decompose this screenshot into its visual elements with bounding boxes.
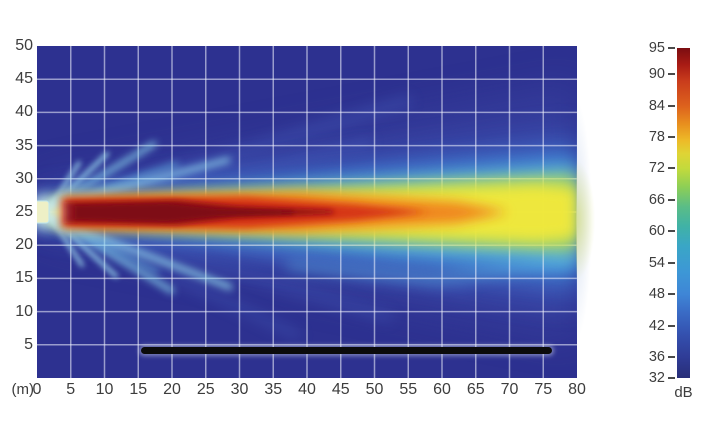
x-axis-tick-label: 25 — [196, 381, 215, 398]
colorbar-unit-label: dB — [674, 384, 693, 401]
x-axis-tick-label: 15 — [129, 381, 148, 398]
colorbar-tick-mark — [668, 261, 675, 264]
y-axis-tick-label: 5 — [24, 335, 33, 353]
beam-core — [75, 204, 293, 221]
beam-layers — [37, 141, 577, 294]
x-axis-tick-label: 65 — [466, 381, 485, 398]
x-axis-unit-label: (m) — [11, 381, 35, 398]
y-axis-tick-label: 30 — [15, 169, 33, 187]
colorbar-tick-mark — [668, 293, 675, 296]
colorbar-tick-mark — [668, 167, 675, 170]
colorbar-tick-label: 36 — [648, 349, 665, 366]
y-axis-tick-label: 20 — [15, 236, 33, 254]
colorbar-tick-label: 32 — [648, 370, 665, 386]
colorbar-tick-label: 66 — [648, 191, 665, 208]
colorbar-tick-label: 90 — [648, 66, 665, 83]
colorbar-tick-mark — [668, 230, 675, 233]
colorbar-gradient — [677, 48, 690, 378]
colorbar-tick-label: 42 — [648, 317, 665, 334]
colorbar-tick-label: 72 — [648, 160, 665, 177]
x-axis-tick-label: 50 — [365, 381, 384, 398]
x-axis-tick-label: 70 — [500, 381, 519, 398]
x-axis-tick-label: 10 — [95, 381, 114, 398]
colorbar-tick-mark — [668, 136, 675, 139]
x-axis-tick-label: 45 — [331, 381, 350, 398]
x-axis-tick-label: 80 — [568, 381, 586, 398]
colorbar-tick-mark — [668, 198, 675, 201]
x-axis-tick-label: 75 — [534, 381, 553, 398]
x-axis-tick-label: 30 — [230, 381, 249, 398]
colorbar-tick-label: 78 — [648, 129, 665, 146]
colorbar-tick-label: 84 — [648, 97, 665, 114]
y-axis-tick-label: 10 — [15, 302, 33, 320]
colorbar-tick-mark — [668, 377, 675, 379]
x-axis-tick-label: 60 — [433, 381, 451, 398]
audience-line-group — [139, 345, 554, 356]
colorbar-tick-mark — [668, 356, 675, 359]
colorbar-tick-label: 48 — [648, 286, 665, 303]
x-axis-tick-label: 0 — [32, 381, 42, 398]
plot-area — [37, 46, 577, 378]
colorbar-tick-mark — [668, 324, 675, 327]
y-axis-tick-label: 15 — [15, 269, 33, 287]
heatmap-canvas — [37, 46, 577, 378]
source-marker — [37, 200, 50, 224]
colorbar-tick-label: 95 — [648, 40, 665, 56]
y-axis-tick-label: 35 — [15, 136, 33, 154]
y-axis-tick-label: 50 — [15, 37, 33, 54]
colorbar-tick-label: 54 — [648, 254, 665, 271]
colorbar-tick-mark — [668, 73, 675, 76]
colorbar-tick-mark — [668, 104, 675, 107]
x-axis-tick-label: 35 — [264, 381, 283, 398]
x-axis-tick-label: 5 — [66, 381, 76, 398]
y-axis-tick-label: 25 — [15, 203, 33, 220]
y-axis-tick-label: 40 — [15, 103, 33, 121]
colorbar-tick-label: 60 — [648, 223, 665, 240]
y-axis-tick-label: 45 — [15, 70, 33, 88]
beam-bleed — [576, 140, 606, 300]
beam-bleed-haze — [576, 70, 598, 370]
x-axis-tick-label: 20 — [163, 381, 181, 398]
x-axis-tick-label: 55 — [399, 381, 418, 398]
audience-line — [141, 347, 552, 354]
colorbar-tick-mark — [668, 47, 675, 49]
x-axis-tick-label: 40 — [298, 381, 316, 398]
